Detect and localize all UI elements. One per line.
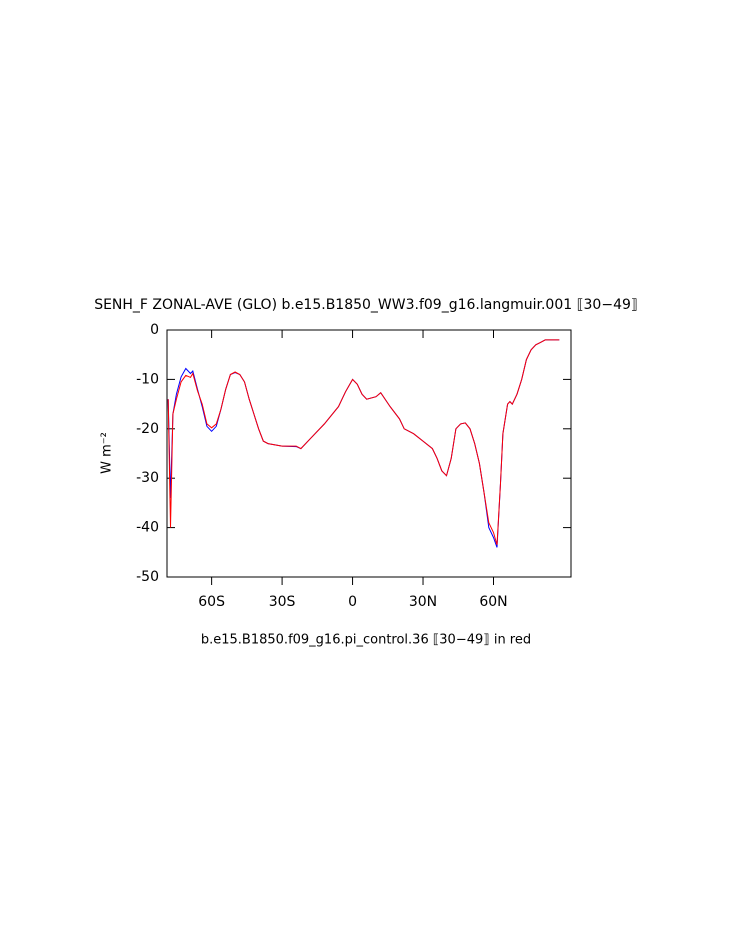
x-tick-label: 30N xyxy=(409,594,437,610)
y-tick-label: -30 xyxy=(136,470,159,486)
y-tick-label: -40 xyxy=(136,520,159,536)
x-tick-label: 60S xyxy=(198,594,225,610)
series-line xyxy=(167,339,560,546)
x-tick-label: 30S xyxy=(269,594,296,610)
plot-frame xyxy=(166,329,572,578)
x-tick-label: 60N xyxy=(479,594,507,610)
chart-title: SENH_F ZONAL-AVE (GLO) b.e15.B1850_WW3.f… xyxy=(94,297,638,313)
x-tick-label: 0 xyxy=(348,594,357,610)
y-tick-label: -10 xyxy=(136,371,159,387)
x-axis-label: b.e15.B1850.f09_g16.pi_control.36 ⟦30−49… xyxy=(201,633,531,648)
series-line xyxy=(167,339,560,548)
y-tick-label: -50 xyxy=(136,569,159,585)
y-tick-label: -20 xyxy=(136,421,159,437)
y-axis-label: W m⁻² xyxy=(100,432,115,474)
y-tick-label: 0 xyxy=(150,322,159,338)
